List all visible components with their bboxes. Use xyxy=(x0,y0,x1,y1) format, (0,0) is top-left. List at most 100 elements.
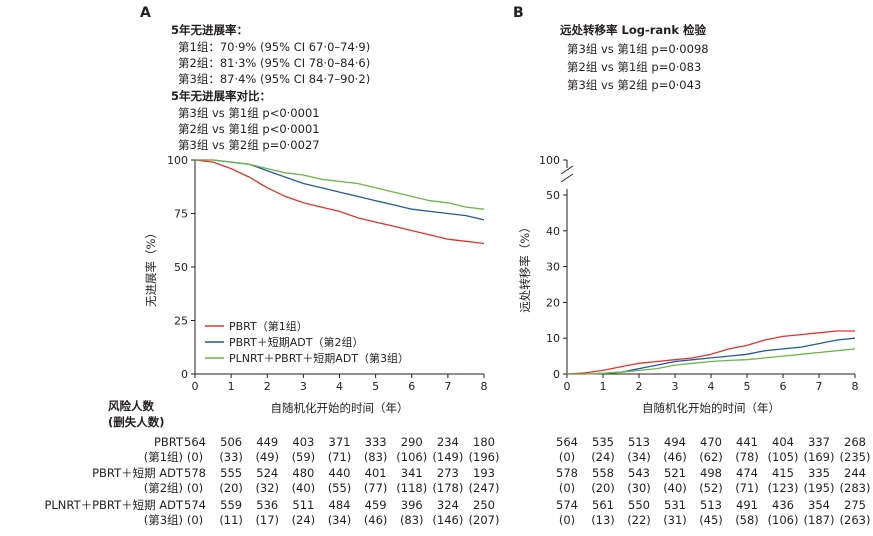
risk-table-a-censored: (83) xyxy=(399,513,424,527)
risk-table-b-at-risk: 470 xyxy=(700,435,722,449)
risk-table-b-censored: (123) xyxy=(767,481,799,495)
panel-a-x-axis-label: 自随机化开始的时间（年） xyxy=(271,401,409,415)
risk-table-a-at-risk: 524 xyxy=(256,466,279,480)
panel-b-header-line: 第2组 vs 第1组 p=0·083 xyxy=(567,60,702,74)
risk-table-a-censored: (207) xyxy=(468,513,500,527)
panel-a-series-line xyxy=(195,159,485,210)
risk-table-a-at-risk: 574 xyxy=(184,498,206,512)
risk-table-a-at-risk: 290 xyxy=(400,435,423,449)
risk-table-b-at-risk: 474 xyxy=(736,466,758,480)
panel-b-x-tick-label: 5 xyxy=(744,380,751,393)
risk-table-a-censored: (49) xyxy=(255,450,280,464)
risk-table-a-censored: (106) xyxy=(396,450,428,464)
panel-b-y-tick-label: 50 xyxy=(546,189,560,202)
risk-table-b-censored: (13) xyxy=(591,513,615,527)
risk-table-a-at-risk: 536 xyxy=(256,498,279,512)
panel-a-compare-line: 第3组 vs 第1组 p<0·0001 xyxy=(178,106,320,120)
risk-table-b-censored: (52) xyxy=(699,481,723,495)
risk-table-b-at-risk: 275 xyxy=(844,498,866,512)
panel-a-y-tick-label: 0 xyxy=(181,368,188,381)
panel-b-y-tick-label: 0 xyxy=(553,368,560,381)
risk-table-b-at-risk: 268 xyxy=(844,435,866,449)
risk-table-b-censored: (0) xyxy=(558,513,576,527)
panel-b-axis-break-mark xyxy=(560,165,574,175)
panel-b-y-tick-label: 20 xyxy=(546,296,560,309)
panel-a-x-tick-label: 7 xyxy=(444,380,451,393)
risk-table-b-censored: (34) xyxy=(627,450,651,464)
risk-table-b-at-risk: 558 xyxy=(592,466,614,480)
panel-b-header-line: 第3组 vs 第2组 p=0·043 xyxy=(567,78,702,92)
panel-a-y-axis-label: 无进展率（%） xyxy=(144,227,158,307)
panel-b-header-line: 第3组 vs 第1组 p=0·0098 xyxy=(567,42,709,56)
risk-table-a-at-risk: 484 xyxy=(328,498,351,512)
risk-table-a-at-risk: 371 xyxy=(328,435,351,449)
risk-table-b-censored: (78) xyxy=(735,450,759,464)
risk-table-b-at-risk: 244 xyxy=(844,466,866,480)
panel-b-x-tick-label: 1 xyxy=(600,380,607,393)
panel-a-compare-title: 5年无进展率对比： xyxy=(171,89,272,103)
risk-table-a-at-risk: 401 xyxy=(364,466,387,480)
panel-a-x-tick-label: 0 xyxy=(192,380,199,393)
panel-a-y-tick-label: 50 xyxy=(174,261,188,274)
risk-table-b-censored: (20) xyxy=(591,481,615,495)
risk-table-group-name: PBRT＋短期 ADT xyxy=(92,466,183,480)
risk-table-a-at-risk: 440 xyxy=(328,466,351,480)
panel-b-x-tick-label: 2 xyxy=(636,380,643,393)
panel-a-x-tick-label: 3 xyxy=(300,380,307,393)
risk-table-b-censored: (62) xyxy=(699,450,723,464)
risk-table-b-censored: (24) xyxy=(591,450,615,464)
risk-table-group-sub: (第3组) xyxy=(143,513,183,527)
risk-table-b-censored: (195) xyxy=(803,481,835,495)
risk-table-a-at-risk: 193 xyxy=(473,466,495,480)
risk-table-a-censored: (0) xyxy=(186,481,204,495)
risk-table-a-at-risk: 459 xyxy=(364,498,387,512)
panel-a-y-tick-label: 100 xyxy=(167,154,188,167)
risk-table-b-censored: (0) xyxy=(558,450,576,464)
risk-table-b-at-risk: 436 xyxy=(772,498,794,512)
panel-b-x-tick-label: 8 xyxy=(852,380,859,393)
panel-b-x-tick-label: 0 xyxy=(564,380,571,393)
risk-table-b-at-risk: 574 xyxy=(556,498,578,512)
risk-table-a-at-risk: 333 xyxy=(364,435,387,449)
risk-table-b-censored: (30) xyxy=(627,481,651,495)
panel-a-compare-line: 第3组 vs 第2组 p=0·0027 xyxy=(178,138,320,152)
panel-b-y-tick-label: 100 xyxy=(539,154,560,167)
risk-table-a-censored: (149) xyxy=(432,450,464,464)
panel-a-legend-label: PBRT（第1组） xyxy=(229,319,308,333)
risk-table-a-at-risk: 341 xyxy=(400,466,423,480)
risk-table-a-censored: (32) xyxy=(255,481,280,495)
risk-table-b-at-risk: 441 xyxy=(736,435,758,449)
risk-table-b-censored: (0) xyxy=(558,481,576,495)
risk-table-a-censored: (0) xyxy=(186,513,204,527)
risk-table-b-at-risk: 513 xyxy=(700,498,722,512)
panel-b-x-tick-label: 6 xyxy=(780,380,787,393)
risk-table-b-censored: (45) xyxy=(699,513,723,527)
risk-table-a-at-risk: 511 xyxy=(292,498,315,512)
risk-table-a-censored: (55) xyxy=(327,481,352,495)
risk-table-a-at-risk: 449 xyxy=(256,435,279,449)
risk-table-a-censored: (0) xyxy=(186,450,204,464)
risk-table-b-at-risk: 415 xyxy=(772,466,794,480)
panel-a-header-line: 第1组：70·9% (95% CI 67·0–74·9) xyxy=(178,40,371,54)
panel-b-x-tick-label: 3 xyxy=(672,380,679,393)
risk-table-b-at-risk: 337 xyxy=(808,435,830,449)
risk-table-b-at-risk: 494 xyxy=(664,435,686,449)
risk-table-group-sub: (第2组) xyxy=(143,481,183,495)
risk-table-b-censored: (40) xyxy=(663,481,687,495)
risk-table-a-at-risk: 564 xyxy=(184,435,206,449)
risk-table-a-censored: (33) xyxy=(219,450,243,464)
panel-a-compare-line: 第2组 vs 第1组 p<0·0001 xyxy=(178,122,320,136)
risk-table-a-at-risk: 396 xyxy=(400,498,423,512)
risk-table-b-at-risk: 578 xyxy=(556,466,578,480)
risk-table-b-at-risk: 531 xyxy=(664,498,686,512)
risk-table-a-censored: (71) xyxy=(327,450,352,464)
panel-a-header-line: 第2组：81·3% (95% CI 78·0–84·6) xyxy=(178,56,371,70)
risk-table-a-at-risk: 180 xyxy=(473,435,495,449)
risk-table-b-censored: (22) xyxy=(627,513,651,527)
risk-table-b-at-risk: 535 xyxy=(592,435,614,449)
risk-table-b-censored: (71) xyxy=(735,481,759,495)
panel-a-x-tick-label: 2 xyxy=(264,380,271,393)
risk-table-b-censored: (187) xyxy=(803,513,835,527)
